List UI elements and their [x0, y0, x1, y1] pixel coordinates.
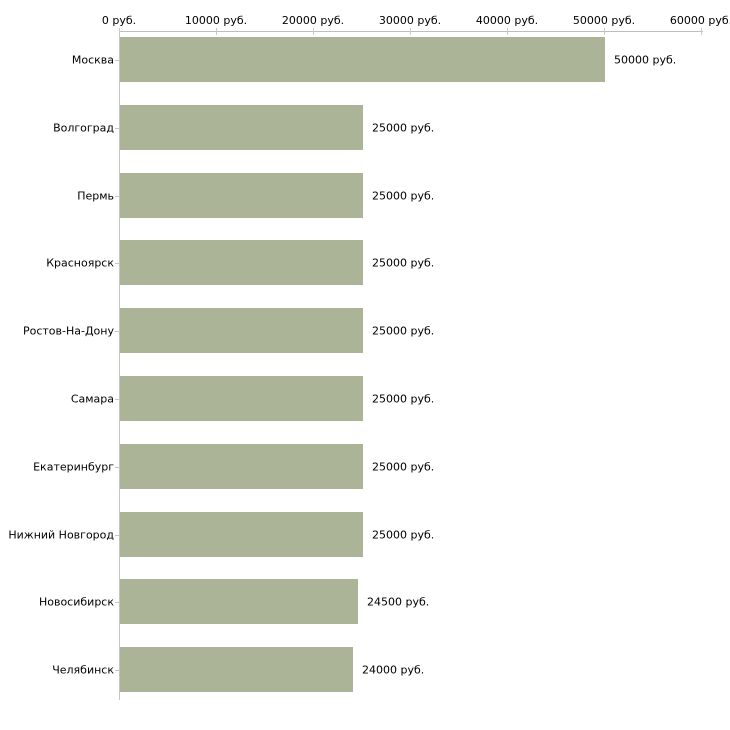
y-axis-tick — [115, 128, 120, 129]
value-label: 25000 руб. — [372, 528, 435, 541]
value-label: 25000 руб. — [372, 324, 435, 337]
x-axis-tick — [119, 28, 120, 35]
x-axis-tick-label: 0 руб. — [101, 14, 137, 27]
value-label: 25000 руб. — [372, 460, 435, 473]
y-axis-tick — [115, 670, 120, 671]
x-axis-tick — [410, 28, 411, 35]
value-label: 50000 руб. — [614, 53, 677, 66]
category-label: Красноярск — [46, 256, 114, 269]
y-axis-tick — [115, 602, 120, 603]
category-label: Самара — [70, 392, 114, 405]
value-label: 25000 руб. — [372, 189, 435, 202]
value-label: 25000 руб. — [372, 121, 435, 134]
category-label: Пермь — [77, 189, 114, 202]
bar — [120, 579, 358, 624]
x-axis-tick-label: 20000 руб. — [281, 14, 345, 27]
bar — [120, 105, 363, 150]
x-axis-tick — [604, 28, 605, 35]
category-label: Волгоград — [53, 121, 114, 134]
bar — [120, 512, 363, 557]
category-label: Новосибирск — [38, 595, 114, 608]
bar — [120, 37, 605, 82]
x-axis-tick — [507, 28, 508, 35]
y-axis-tick — [115, 399, 120, 400]
bar — [120, 444, 363, 489]
category-label: Екатеринбург — [33, 460, 114, 473]
bar — [120, 376, 363, 421]
value-label: 25000 руб. — [372, 392, 435, 405]
bar — [120, 240, 363, 285]
y-axis-tick — [115, 467, 120, 468]
category-label: Челябинск — [52, 663, 114, 676]
y-axis-tick — [115, 535, 120, 536]
value-label: 24000 руб. — [362, 663, 425, 676]
x-axis-tick-label: 10000 руб. — [184, 14, 248, 27]
x-axis-line — [119, 31, 703, 32]
x-axis-tick-label: 50000 руб. — [572, 14, 636, 27]
value-label: 24500 руб. — [367, 595, 430, 608]
category-label: Нижний Новгород — [8, 528, 114, 541]
category-label: Ростов-На-Дону — [22, 324, 114, 337]
y-axis-tick — [115, 196, 120, 197]
x-axis-tick-label: 40000 руб. — [475, 14, 539, 27]
category-label: Москва — [71, 53, 114, 66]
x-axis-tick — [313, 28, 314, 35]
y-axis-tick — [115, 60, 120, 61]
x-axis-tick — [216, 28, 217, 35]
y-axis-tick — [115, 331, 120, 332]
y-axis-tick — [115, 263, 120, 264]
y-axis-line — [119, 31, 120, 700]
x-axis-tick-label: 60000 руб. — [669, 14, 730, 27]
value-label: 25000 руб. — [372, 256, 435, 269]
bar — [120, 647, 353, 692]
x-axis-tick — [701, 28, 702, 35]
bar — [120, 173, 363, 218]
bar — [120, 308, 363, 353]
x-axis-tick-label: 30000 руб. — [378, 14, 442, 27]
